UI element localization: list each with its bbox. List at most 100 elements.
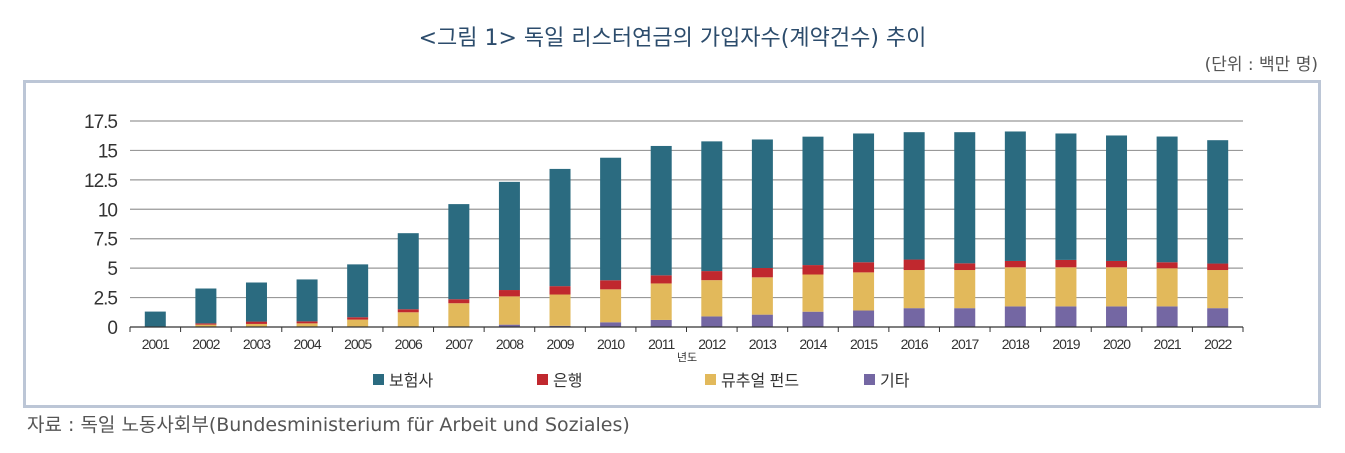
- bar-segment: [448, 303, 470, 327]
- bar-segment: [195, 288, 217, 324]
- bar-segment: [1055, 259, 1077, 268]
- bar-segment: [954, 263, 976, 271]
- legend: 보험사 은행 뮤추얼 펀드 기타: [373, 372, 910, 390]
- bar-segment: [903, 270, 925, 309]
- bar-segment: [903, 132, 925, 260]
- bar-segment: [1004, 131, 1026, 261]
- x-tick-label: 2019: [1052, 336, 1080, 352]
- bar-segment: [853, 262, 875, 273]
- bar-segment: [853, 310, 875, 327]
- bar-segment: [397, 233, 419, 310]
- unit-label: (단위 : 백만 명): [1204, 55, 1318, 75]
- bar-segment: [296, 321, 318, 324]
- bar-segment: [245, 323, 267, 327]
- bar-segment: [397, 309, 419, 313]
- x-tick-label: 2018: [1002, 336, 1030, 352]
- bar-segment: [1004, 306, 1026, 327]
- bar-segment: [1207, 270, 1229, 309]
- bar-segment: [1055, 306, 1077, 327]
- bar-segment: [549, 294, 571, 326]
- bar-segment: [296, 323, 318, 327]
- x-tick-label: 2003: [243, 336, 271, 352]
- bar-segment: [549, 286, 571, 295]
- bar-segment: [701, 141, 723, 272]
- y-tick-label: 7.5: [94, 230, 118, 251]
- source-caption: 자료 : 독일 노동사회부(Bundesministerium für Arbe…: [27, 414, 630, 436]
- bar-segment: [600, 322, 622, 327]
- bar-segment: [903, 259, 925, 271]
- x-tick-label: 2012: [698, 336, 726, 352]
- x-tick-label: 2022: [1204, 336, 1232, 352]
- bar-segment: [600, 157, 622, 281]
- bar-segment: [448, 299, 470, 304]
- bar-segment: [347, 319, 369, 327]
- x-tick-label: 2009: [546, 336, 574, 352]
- legend-swatch: [537, 374, 548, 385]
- x-tick-label: 2017: [951, 336, 979, 352]
- bar-segment: [1156, 268, 1178, 307]
- bar-segment: [701, 316, 723, 327]
- bar-segment: [245, 282, 267, 322]
- legend-swatch: [864, 374, 875, 385]
- bar-segment: [751, 314, 773, 327]
- bar-segment: [650, 145, 672, 276]
- bar-segment: [245, 321, 267, 324]
- x-tick-label: 2013: [749, 336, 777, 352]
- bar-segment: [347, 264, 369, 318]
- axes: 0 2.5 5 7.5 10 12.5 15 17.5 2001 2002 2003 2004 2005…: [84, 112, 1244, 352]
- bar-segment: [549, 168, 571, 287]
- bar-segment: [498, 181, 520, 291]
- legend-swatch: [705, 374, 716, 385]
- bar-segment: [296, 279, 318, 322]
- bar-segment: [650, 319, 672, 327]
- bar-segment: [954, 132, 976, 264]
- chart-frame: [23, 80, 1321, 408]
- x-tick-label: 2014: [799, 336, 827, 352]
- bar-segment: [347, 317, 369, 320]
- bar-segment: [954, 270, 976, 309]
- bar-segment: [448, 204, 470, 300]
- bar-segment: [1156, 262, 1178, 269]
- bar-segment: [701, 280, 723, 317]
- bar-segment: [802, 311, 824, 327]
- bar-segment: [600, 289, 622, 323]
- bar-segment: [144, 311, 166, 327]
- bar-segment: [701, 271, 723, 281]
- x-tick-label: 2002: [192, 336, 220, 352]
- x-tick-label: 2008: [496, 336, 524, 352]
- bar-segment: [751, 277, 773, 315]
- y-tick-label: 5: [107, 259, 117, 280]
- legend-swatch: [373, 374, 384, 385]
- bar-segment: [1004, 260, 1026, 268]
- bar-segment: [1207, 263, 1229, 271]
- x-tick-label: 2020: [1103, 336, 1131, 352]
- bar-segment: [903, 308, 925, 327]
- x-tick-label: 2011: [648, 336, 675, 352]
- bars: [144, 131, 1229, 327]
- x-axis-label: 년도: [677, 351, 697, 364]
- bar-segment: [802, 265, 824, 275]
- bar-segment: [195, 323, 217, 325]
- x-tick-label: 2015: [850, 336, 878, 352]
- bar-segment: [802, 136, 824, 266]
- bar-segment: [397, 312, 419, 327]
- x-tick-label: 2004: [293, 336, 321, 352]
- bar-segment: [1055, 133, 1077, 260]
- bar-segment: [853, 133, 875, 263]
- bar-segment: [1207, 308, 1229, 327]
- x-tick-label: 2005: [344, 336, 372, 352]
- bar-segment: [853, 272, 875, 311]
- bar-segment: [1156, 136, 1178, 263]
- legend-label: 기타: [880, 372, 910, 390]
- chart-title: <그림 1> 독일 리스터연금의 가입자수(계약건수) 추이: [418, 26, 927, 51]
- bar-segment: [1004, 267, 1026, 307]
- bar-segment: [751, 268, 773, 278]
- legend-label: 은행: [553, 372, 582, 390]
- bar-segment: [650, 275, 672, 284]
- bar-segment: [1156, 306, 1178, 327]
- bar-segment: [1207, 140, 1229, 264]
- bar-segment: [751, 139, 773, 269]
- bar-segment: [600, 280, 622, 290]
- legend-label: 뮤추얼 펀드: [721, 372, 799, 390]
